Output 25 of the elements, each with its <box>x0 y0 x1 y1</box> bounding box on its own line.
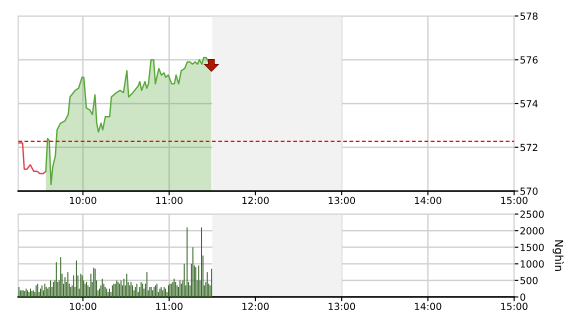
x-tick-label: 12:00 <box>242 196 269 204</box>
x-tick-label: 14:00 <box>414 302 442 310</box>
x-tick-label: 11:00 <box>156 302 183 310</box>
y-tick-label: 570 <box>520 188 538 195</box>
y-tick-label: 574 <box>520 100 538 108</box>
x-tick-label: 10:00 <box>70 302 96 310</box>
x-tick-label: 11:00 <box>156 196 183 204</box>
y-tick-label: 578 <box>520 12 538 20</box>
x-tick-label: 15:00 <box>501 302 528 310</box>
line-series <box>18 142 47 174</box>
y-tick-label: 2500 <box>520 210 544 218</box>
y-tick-label: 572 <box>520 144 538 152</box>
x-tick-label: 10:00 <box>70 196 96 204</box>
y-tick-label: 1000 <box>520 260 544 268</box>
x-tick-label: 13:00 <box>328 196 356 204</box>
y-tick-label: 500 <box>520 276 538 284</box>
y-tick-label: 0 <box>520 293 526 301</box>
y-tick-label: 2000 <box>520 227 544 234</box>
x-tick-label: 12:00 <box>242 302 269 310</box>
x-tick-label: 13:00 <box>328 302 356 310</box>
y-tick-label: 1500 <box>520 244 544 252</box>
x-tick-label: 15:00 <box>501 196 528 204</box>
y-tick-label: 576 <box>520 56 538 64</box>
x-tick-label: 14:00 <box>414 196 442 204</box>
y-axis-title: Nghìn <box>552 240 564 271</box>
